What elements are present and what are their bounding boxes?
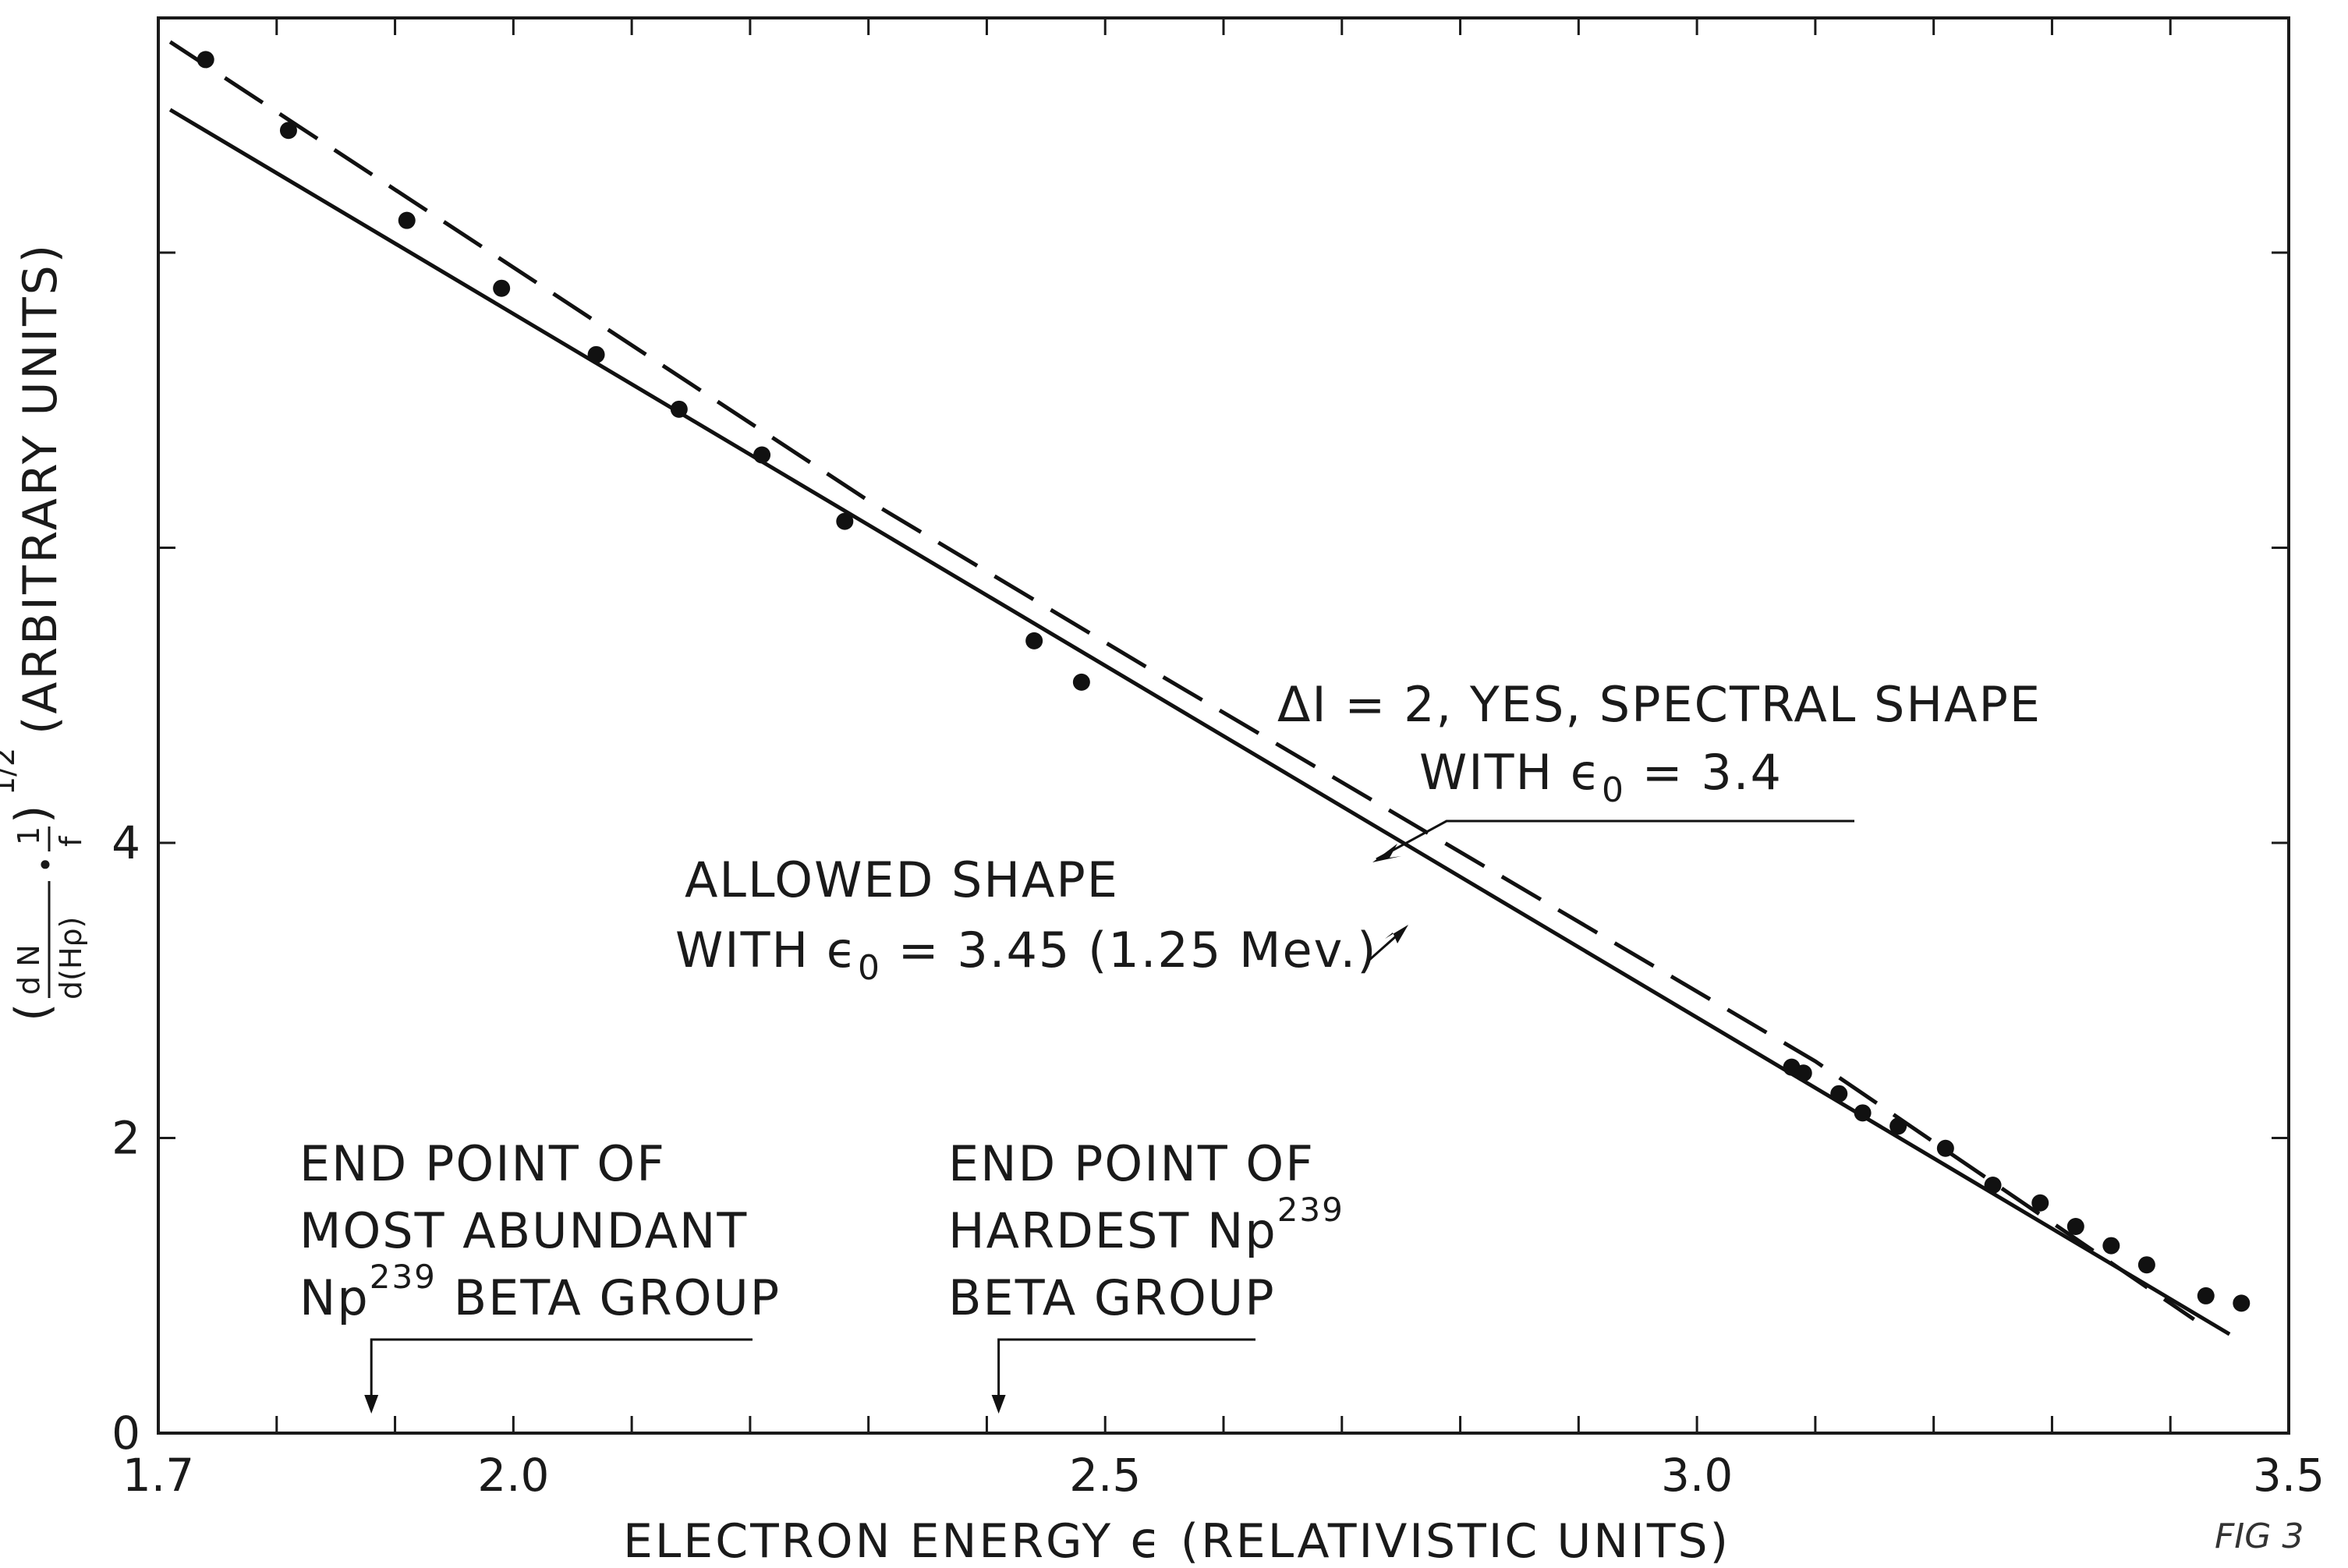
y-tick-label: 2 bbox=[112, 1112, 140, 1165]
figure-label: FIG 3 bbox=[2215, 1517, 2304, 1556]
endpoint-abundant-sup: 239 bbox=[370, 1258, 437, 1296]
dashed-annotation-leader bbox=[1376, 819, 1854, 861]
solid-annotation-line1: ALLOWED SHAPE bbox=[685, 851, 1119, 908]
x-axis-epsilon: ϵ bbox=[1130, 1512, 1163, 1568]
y-title-suffix: (ARBITRARY UNITS) bbox=[13, 242, 68, 734]
data-point bbox=[1794, 1064, 1812, 1082]
y-title-dot: • bbox=[29, 856, 63, 873]
x-tick-labels: 1.7 2.0 2.5 3.0 3.5 bbox=[122, 1449, 2325, 1502]
first-forbidden-shape-line bbox=[168, 40, 2195, 1322]
x-tick-label: 3.5 bbox=[2253, 1449, 2325, 1502]
data-point bbox=[2197, 1287, 2215, 1304]
solid-annotation: ALLOWED SHAPE WITH ϵ0 = 3.45 (1.25 Mev.) bbox=[675, 851, 1408, 988]
data-point bbox=[2031, 1194, 2049, 1212]
solid-annotation-line2: WITH ϵ0 = 3.45 (1.25 Mev.) bbox=[675, 922, 1377, 988]
y-title-rho: ρ bbox=[54, 928, 88, 947]
data-point bbox=[1830, 1085, 1848, 1103]
svg-text:d(Hρ): d(Hρ) bbox=[54, 917, 88, 1000]
x-tick-label: 2.5 bbox=[1069, 1449, 1141, 1502]
data-point bbox=[279, 122, 297, 140]
y-title-dn: d N bbox=[12, 944, 46, 995]
endpoint-abundant-annotation: END POINT OF MOST ABUNDANT Np239 BETA GR… bbox=[299, 1135, 781, 1414]
data-point bbox=[1889, 1117, 1907, 1135]
solid-annotation-sub: 0 bbox=[858, 948, 881, 988]
y-title-right-paren: ) bbox=[5, 803, 60, 823]
y-title-left-paren: ( bbox=[5, 1001, 60, 1021]
y-tick-label: 4 bbox=[112, 816, 140, 869]
x-tick-label: 3.0 bbox=[1661, 1449, 1733, 1502]
dashed-annotation-line2: WITH ϵ0 = 3.4 bbox=[1419, 744, 1783, 810]
dashed-annotation-value: = 3.4 bbox=[1625, 744, 1783, 801]
y-axis-title: ( d N d(Hρ) • 1 f ) 1/2 (ARBITRARY UNITS… bbox=[0, 242, 88, 1021]
y-title-exponent: 1/2 bbox=[0, 748, 21, 795]
endpoint-hardest-line2: HARDEST Np239 bbox=[948, 1191, 1344, 1259]
endpoint-hardest-leader bbox=[997, 1338, 1255, 1400]
data-point bbox=[1072, 673, 1090, 691]
data-point bbox=[587, 345, 605, 363]
endpoint-hardest-annotation: END POINT OF HARDEST Np239 BETA GROUP bbox=[948, 1135, 1344, 1414]
data-point bbox=[1025, 632, 1043, 649]
data-point bbox=[2137, 1256, 2155, 1274]
y-title-dh: d(H bbox=[54, 947, 88, 1000]
dashed-annotation-line1: ΔI = 2, YES, SPECTRAL SHAPE bbox=[1277, 676, 2042, 733]
data-point bbox=[1984, 1177, 2002, 1195]
data-point bbox=[2066, 1218, 2084, 1236]
endpoint-abundant-line2: MOST ABUNDANT bbox=[299, 1202, 748, 1259]
endpoint-hardest-line3: BETA GROUP bbox=[948, 1269, 1276, 1326]
dashed-annotation-arrowhead bbox=[1372, 844, 1401, 862]
dashed-annotation-sub: 0 bbox=[1602, 770, 1625, 810]
data-point bbox=[1854, 1104, 1872, 1122]
x-tick-label: 2.0 bbox=[477, 1449, 549, 1502]
x-axis-title-before: ELECTRON ENERGY bbox=[623, 1514, 1130, 1568]
y-tick-label: 0 bbox=[112, 1407, 140, 1460]
data-point bbox=[2102, 1237, 2120, 1255]
allowed-shape-line bbox=[168, 108, 2231, 1336]
x-axis-title: ELECTRON ENERGY ϵ (RELATIVISTIC UNITS) bbox=[623, 1512, 1730, 1568]
data-point bbox=[493, 279, 511, 297]
y-title-one: 1 bbox=[12, 826, 46, 845]
dashed-annotation: ΔI = 2, YES, SPECTRAL SHAPE WITH ϵ0 = 3.… bbox=[1277, 676, 2042, 862]
data-point bbox=[197, 51, 214, 69]
y-tick-labels: 0 2 4 bbox=[112, 816, 140, 1460]
axis-ticks bbox=[157, 18, 2290, 1435]
data-point bbox=[398, 211, 416, 229]
x-axis-title-after: (RELATIVISTIC UNITS) bbox=[1163, 1514, 1730, 1568]
y-title-dh-close: ) bbox=[54, 917, 88, 929]
data-point bbox=[1936, 1139, 1954, 1157]
endpoint-hardest-line1: END POINT OF bbox=[948, 1135, 1315, 1192]
x-tick-label: 1.7 bbox=[122, 1449, 194, 1502]
data-point bbox=[670, 400, 688, 418]
solid-annotation-value: = 3.45 (1.25 Mev.) bbox=[881, 922, 1377, 979]
dashed-annotation-eps: ϵ bbox=[1571, 744, 1602, 801]
endpoint-hardest-sup: 239 bbox=[1277, 1191, 1344, 1229]
endpoint-abundant-line3: Np239 BETA GROUP bbox=[299, 1258, 781, 1326]
endpoint-abundant-line1: END POINT OF bbox=[299, 1135, 666, 1192]
data-point bbox=[753, 446, 771, 464]
data-point bbox=[2233, 1294, 2251, 1312]
solid-annotation-eps: ϵ bbox=[827, 922, 858, 979]
data-points bbox=[197, 51, 2251, 1312]
endpoint-abundant-leader bbox=[370, 1338, 753, 1400]
data-point bbox=[836, 512, 854, 530]
endpoint-abundant-arrowhead bbox=[364, 1395, 379, 1414]
y-title-f: f bbox=[54, 835, 88, 847]
solid-annotation-arrowhead bbox=[1385, 925, 1408, 943]
endpoint-hardest-arrowhead bbox=[991, 1395, 1006, 1414]
